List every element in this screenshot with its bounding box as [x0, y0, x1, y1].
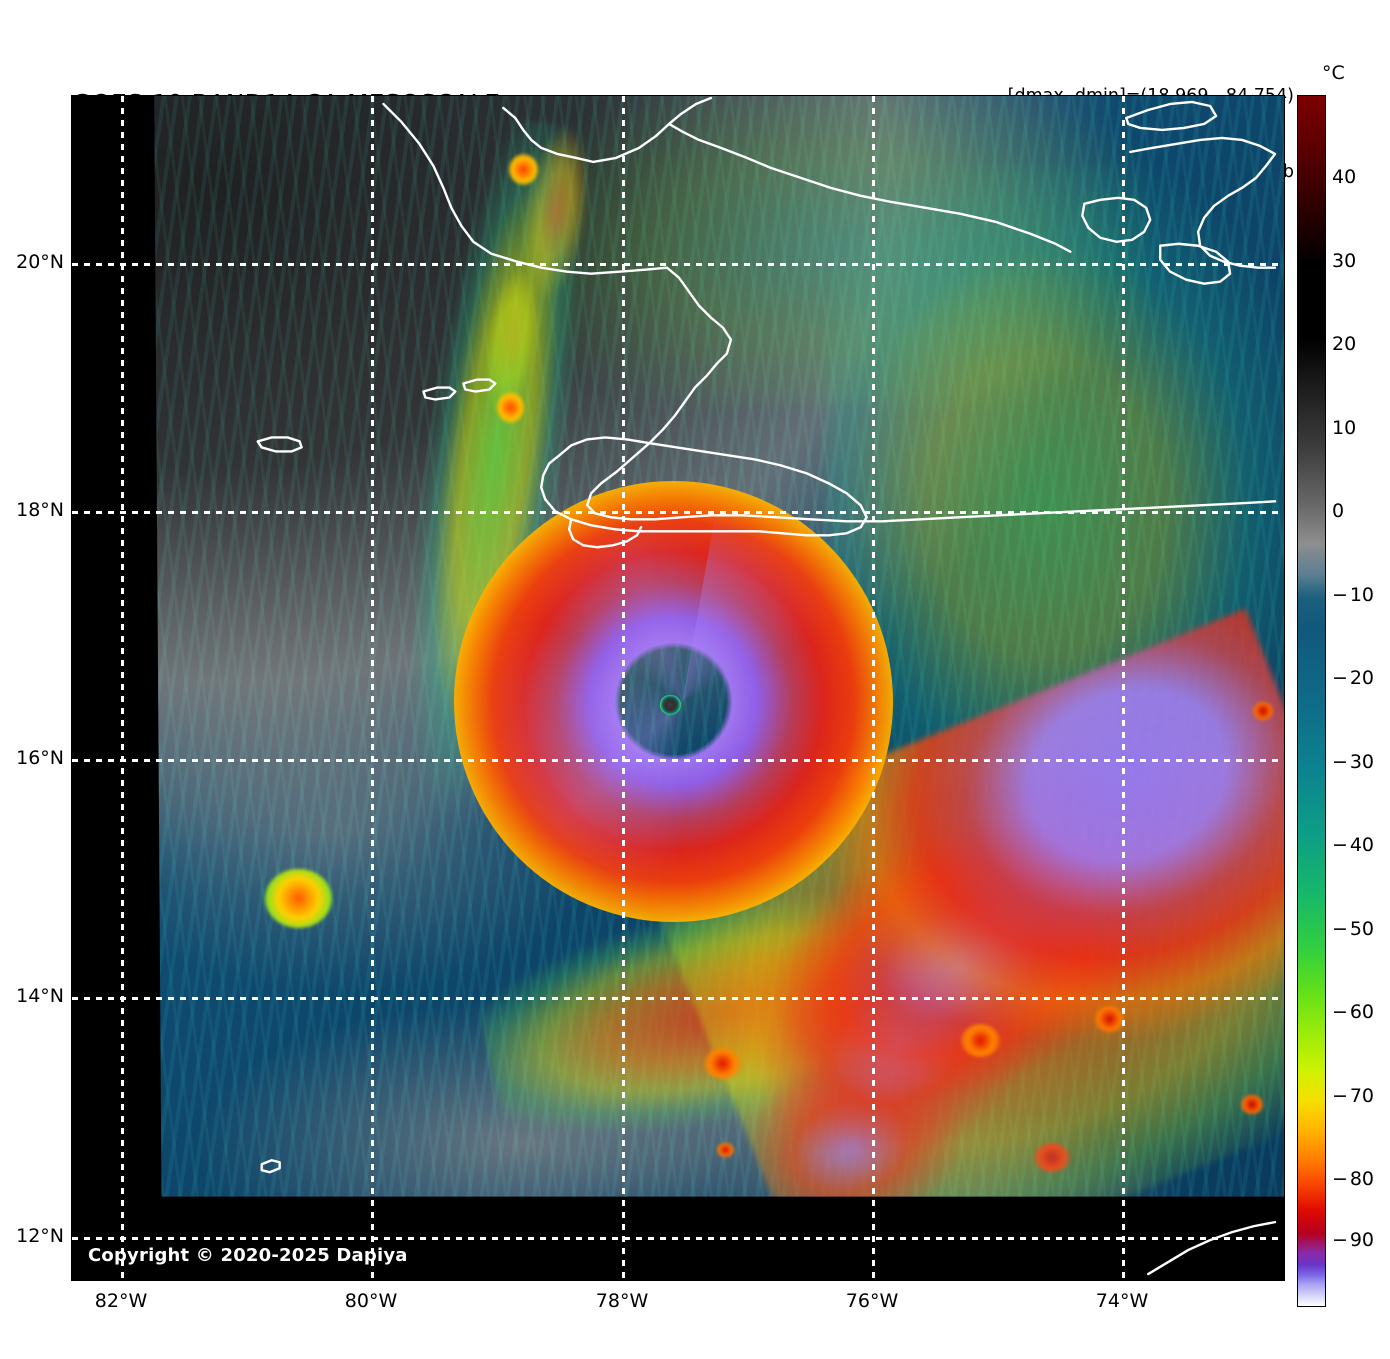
colorbar-tick-m50: − 50	[1332, 918, 1374, 940]
ytick-label-18n: 18°N	[16, 499, 64, 521]
ytick-label-20n: 20°N	[16, 251, 64, 273]
xtick-label-76w: 76°W	[845, 1290, 899, 1312]
gridline-lon-82w	[121, 96, 124, 1280]
ytick-label-16n: 16°N	[16, 747, 64, 769]
convective-cell	[497, 392, 524, 423]
colorbar-tick-m20: − 20	[1332, 667, 1374, 689]
xtick-label-82w: 82°W	[94, 1290, 148, 1312]
satellite-swath-clip	[131, 96, 1284, 1197]
colorbar-tick-m60: − 60	[1332, 1001, 1374, 1023]
convective-cell	[704, 1047, 741, 1079]
satellite-image-plot[interactable]: Copyright © 2020-2025 Dapiya	[71, 95, 1285, 1281]
xtick-label-74w: 74°W	[1095, 1290, 1149, 1312]
colorbar-tick-10: 10	[1332, 417, 1357, 439]
colorbar-tick-m70: − 70	[1332, 1085, 1374, 1107]
convective-cell	[1253, 701, 1273, 720]
coastline-south-america	[1147, 1220, 1277, 1276]
convective-cell	[1241, 1095, 1264, 1115]
colorbar-tick-20: 20	[1332, 333, 1357, 355]
colorbar-units-label: °C	[1322, 62, 1345, 84]
convective-cell	[716, 1142, 734, 1158]
hurricane-central-dense-overcast	[454, 481, 894, 923]
colorbar-tick-40: 40	[1332, 166, 1357, 188]
copyright-label: Copyright © 2020-2025 Dapiya	[88, 1245, 408, 1266]
colorbar-tick-30: 30	[1332, 250, 1357, 272]
convective-cell	[1094, 1005, 1125, 1033]
colorbar-tick-m10: − 10	[1332, 584, 1374, 606]
xtick-label-78w: 78°W	[595, 1290, 649, 1312]
colorbar-tick-m80: − 80	[1332, 1168, 1374, 1190]
hurricane-eye	[660, 694, 681, 716]
colorbar-tick-m30: − 30	[1332, 751, 1374, 773]
convective-cell	[509, 153, 539, 185]
convective-cell	[265, 868, 333, 929]
gridline-lat-12n	[72, 1237, 1284, 1240]
xtick-label-80w: 80°W	[344, 1290, 398, 1312]
ytick-label-12n: 12°N	[16, 1225, 64, 1247]
colorbar[interactable]	[1297, 95, 1326, 1307]
ytick-label-14n: 14°N	[16, 985, 64, 1007]
convective-cell	[1033, 1142, 1071, 1172]
convective-cell	[960, 1023, 1000, 1058]
colorbar-tick-m90: − 90	[1332, 1229, 1374, 1251]
colorbar-tick-0: 0	[1332, 500, 1345, 522]
colorbar-tick-m40: − 40	[1332, 834, 1374, 856]
